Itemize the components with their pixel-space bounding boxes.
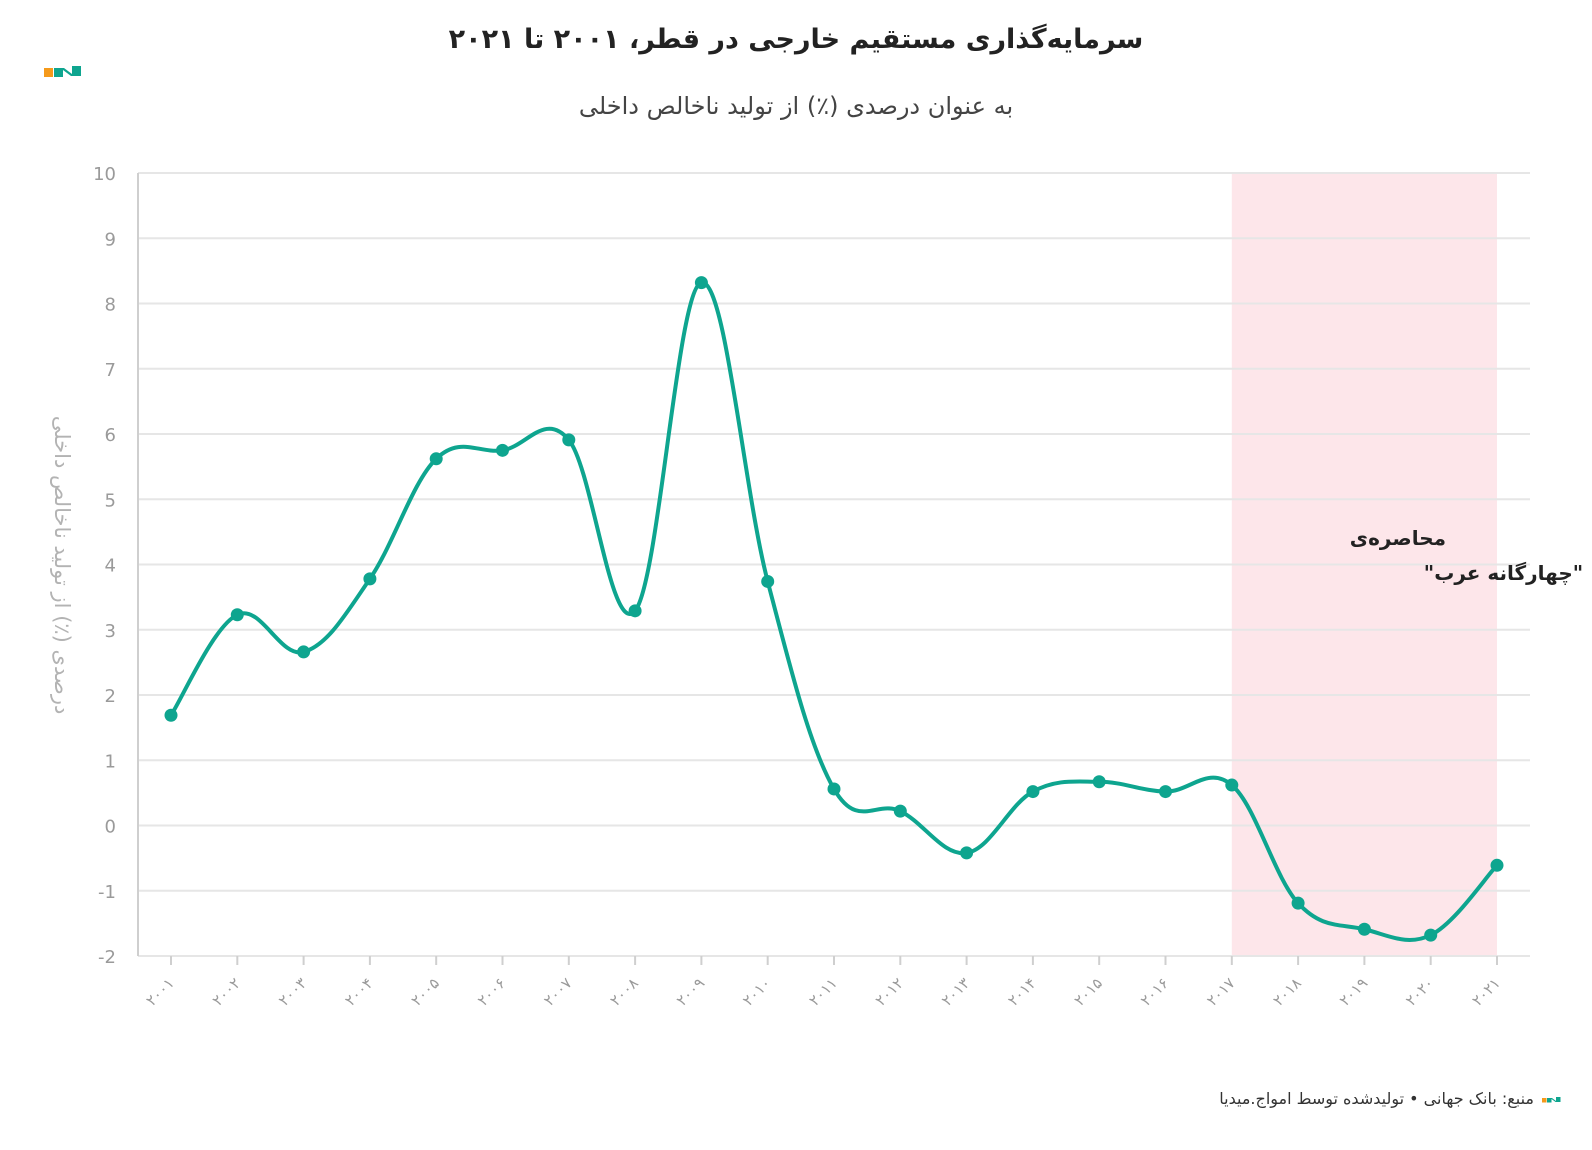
data-point bbox=[1159, 785, 1172, 799]
x-tick-label: ۲۰۲۰ bbox=[1402, 974, 1438, 1010]
data-point bbox=[496, 443, 509, 457]
y-tick-label: 5 bbox=[105, 490, 116, 511]
data-point bbox=[1357, 922, 1371, 936]
data-point bbox=[827, 782, 841, 796]
chart-title: سرمایه‌گذاری مستقیم خارجی در قطر، ۲۰۰۱ ت… bbox=[448, 24, 1144, 55]
x-tick-label: ۲۰۰۶ bbox=[474, 974, 510, 1010]
x-tick-label: ۲۰۲۱ bbox=[1468, 974, 1504, 1010]
data-point bbox=[1092, 775, 1106, 789]
y-tick-label: -2 bbox=[98, 947, 116, 968]
x-tick-label: ۲۰۱۹ bbox=[1336, 974, 1372, 1010]
y-tick-label: 7 bbox=[105, 360, 116, 381]
data-point bbox=[1225, 778, 1239, 792]
data-point bbox=[1026, 785, 1040, 799]
y-tick-label: 8 bbox=[105, 295, 116, 316]
brand-logo-icon bbox=[44, 66, 81, 77]
x-tick-label: ۲۰۱۳ bbox=[938, 974, 974, 1010]
x-tick-label: ۲۰۰۸ bbox=[606, 974, 642, 1010]
x-tick-label: ۲۰۰۵ bbox=[408, 974, 444, 1010]
x-tick-label: ۲۰۱۶ bbox=[1137, 974, 1173, 1010]
fdi-series-line bbox=[169, 280, 1499, 942]
x-tick-label: ۲۰۰۳ bbox=[275, 974, 311, 1010]
data-point bbox=[562, 433, 576, 447]
y-tick-label: 9 bbox=[105, 229, 116, 250]
data-point bbox=[960, 846, 974, 860]
y-tick-label: 10 bbox=[93, 164, 116, 185]
x-tick-label: ۲۰۱۰ bbox=[739, 974, 775, 1010]
x-tick-label: ۲۰۱۷ bbox=[1203, 974, 1239, 1010]
data-point bbox=[694, 276, 708, 290]
annotation-line-1: محاصره‌ی bbox=[1350, 526, 1446, 550]
x-tick-label: ۲۰۰۴ bbox=[341, 974, 377, 1010]
x-tick-label: ۲۰۱۸ bbox=[1269, 974, 1305, 1010]
x-tick-label: ۲۰۱۲ bbox=[872, 974, 908, 1010]
data-point bbox=[1490, 858, 1504, 872]
x-tick-label: ۲۰۱۴ bbox=[1004, 974, 1040, 1010]
data-point bbox=[893, 804, 907, 818]
y-tick-label: 2 bbox=[105, 686, 116, 707]
data-point bbox=[761, 574, 775, 588]
source-note: منبع: بانک جهانی • تولیدشده توسط امواج.م… bbox=[1219, 1089, 1534, 1108]
data-point bbox=[429, 452, 443, 466]
x-tick-label: ۲۰۰۹ bbox=[673, 974, 709, 1010]
y-tick-label: 3 bbox=[105, 621, 116, 642]
data-point bbox=[230, 608, 244, 622]
x-tick-label: ۲۰۰۲ bbox=[209, 974, 245, 1010]
data-point bbox=[1424, 928, 1438, 942]
data-point bbox=[1291, 896, 1305, 910]
x-tick-label: ۲۰۱۵ bbox=[1071, 974, 1107, 1010]
y-axis-label: درصدی (٪) از تولید ناخالص داخلی bbox=[50, 416, 74, 715]
y-tick-label: -1 bbox=[98, 882, 116, 903]
y-tick-label: 1 bbox=[105, 751, 116, 772]
x-tick-label: ۲۰۰۷ bbox=[540, 974, 576, 1010]
chart-subtitle: به عنوان درصدی (٪) از تولید ناخالص داخلی bbox=[578, 92, 1014, 120]
y-tick-label: 4 bbox=[105, 556, 116, 577]
data-point bbox=[297, 645, 311, 659]
data-point bbox=[363, 572, 377, 586]
footer-logo-icon bbox=[1542, 1097, 1561, 1103]
data-point bbox=[628, 604, 642, 618]
x-tick-label: ۲۰۱۱ bbox=[805, 974, 841, 1010]
x-tick-label: ۲۰۰۱ bbox=[142, 974, 178, 1010]
annotation-line-2: "چهارگانه عرب" bbox=[1424, 561, 1583, 586]
y-tick-label: 6 bbox=[105, 425, 116, 446]
data-point bbox=[164, 708, 178, 722]
y-tick-label: 0 bbox=[105, 817, 116, 838]
